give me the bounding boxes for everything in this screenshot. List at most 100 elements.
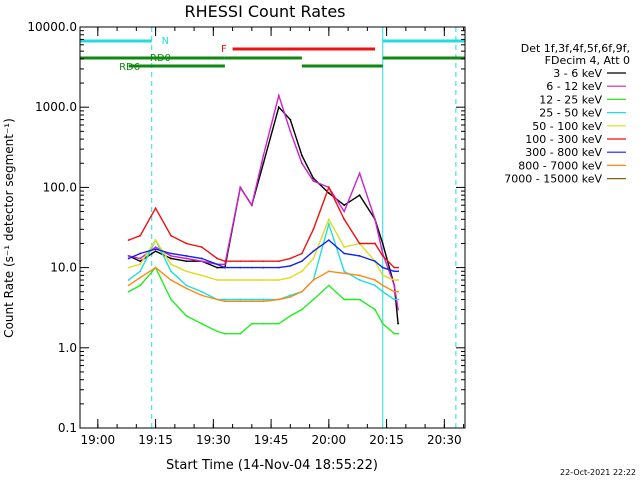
legend-header-line-2: FDecim 4, Att 0	[545, 54, 630, 67]
data-point-1-9	[250, 204, 253, 207]
data-point-4-7	[223, 279, 226, 281]
data-point-0-15	[327, 192, 330, 194]
data-point-6-9	[250, 266, 253, 269]
series-line-5	[128, 185, 399, 269]
data-point-7-11	[277, 298, 280, 301]
data-point-3-15	[327, 223, 330, 225]
legend-label-3: 25 - 50 keV	[539, 107, 602, 120]
data-point-3-4	[185, 284, 188, 287]
series-line-4	[128, 217, 399, 281]
legend-label-2: 12 - 25 keV	[539, 93, 602, 106]
data-point-4-9	[250, 279, 253, 281]
state-label-N: N	[162, 36, 169, 47]
x-tick-label: 20:30	[427, 433, 462, 447]
data-point-3-5	[200, 290, 203, 293]
data-point-1-4	[185, 257, 188, 260]
data-point-6-13	[300, 260, 303, 263]
data-point-7-2	[154, 266, 157, 269]
data-point-2-8	[239, 332, 242, 335]
plot-frame	[79, 26, 466, 429]
data-point-2-21	[397, 332, 400, 335]
y-tick-label: 0.1	[58, 421, 77, 435]
legend-label-0: 3 - 6 keV	[553, 67, 602, 80]
data-point-5-8	[239, 260, 242, 263]
x-tick-label: 19:15	[138, 433, 173, 447]
data-point-4-5	[200, 274, 203, 277]
data-point-7-19	[381, 284, 384, 287]
data-point-6-10	[262, 266, 265, 269]
legend-label-8: 7000 - 15000 keV	[504, 173, 602, 186]
data-point-3-3	[170, 270, 172, 273]
data-point-5-6	[216, 257, 219, 260]
data-point-3-12	[289, 294, 292, 297]
data-point-2-14	[312, 298, 315, 301]
data-point-5-13	[300, 252, 303, 255]
data-point-4-4	[185, 270, 188, 273]
data-point-1-7	[223, 263, 226, 266]
data-point-1-0	[127, 254, 130, 257]
data-point-7-18	[374, 279, 376, 281]
data-point-0-3	[170, 257, 172, 260]
data-point-1-5	[200, 260, 203, 263]
data-point-4-15	[327, 218, 330, 221]
data-point-2-17	[358, 298, 361, 301]
data-point-1-14	[312, 180, 315, 182]
data-point-7-21	[397, 290, 400, 293]
data-point-5-3	[170, 234, 172, 237]
data-point-6-1	[139, 252, 142, 255]
data-point-2-19	[381, 322, 384, 325]
data-point-2-3	[170, 298, 172, 301]
data-point-2-9	[250, 322, 253, 325]
data-point-0-4	[185, 260, 188, 263]
data-point-4-11	[277, 279, 280, 281]
data-point-1-1	[139, 257, 142, 260]
data-point-4-1	[139, 263, 142, 266]
data-point-4-2	[154, 239, 157, 242]
data-point-2-7	[223, 332, 226, 335]
data-point-3-10	[262, 298, 265, 301]
data-point-1-3	[170, 254, 172, 257]
data-point-4-13	[300, 270, 303, 273]
series-line-7	[128, 266, 399, 302]
data-point-5-19	[381, 254, 384, 257]
data-point-5-7	[223, 260, 226, 263]
data-point-1-16	[343, 210, 346, 213]
data-point-7-15	[327, 270, 330, 273]
data-point-6-19	[381, 266, 384, 269]
data-point-0-14	[312, 177, 315, 180]
chart-title: RHESSI Count Rates	[185, 2, 346, 21]
data-point-0-19	[381, 242, 384, 245]
data-point-6-6	[216, 263, 219, 266]
y-tick-label: 10.0	[50, 261, 77, 275]
data-point-1-13	[300, 162, 303, 165]
y-axis-label: Count Rate (s⁻¹ detector segment⁻¹)	[2, 118, 16, 338]
x-axis-label: Start Time (14-Nov-04 18:55:22)	[166, 458, 378, 473]
data-point-0-1	[139, 260, 142, 263]
legend-label-1: 6 - 12 keV	[546, 80, 602, 93]
data-point-3-9	[250, 298, 253, 301]
data-point-6-3	[170, 252, 172, 255]
data-point-2-16	[343, 298, 346, 301]
data-point-4-3	[170, 263, 172, 266]
data-point-5-2	[154, 207, 157, 210]
data-point-3-18	[374, 284, 376, 287]
data-point-2-1	[139, 284, 142, 287]
data-point-7-13	[300, 290, 303, 293]
data-point-2-15	[327, 284, 330, 287]
data-point-2-10	[262, 322, 265, 325]
data-point-7-6	[216, 298, 219, 301]
data-point-5-1	[139, 234, 142, 237]
data-point-3-21	[397, 298, 400, 301]
data-point-6-11	[277, 266, 280, 269]
data-point-1-20	[393, 284, 396, 287]
data-point-5-16	[343, 218, 346, 221]
data-point-6-2	[154, 248, 157, 251]
data-point-1-21	[397, 308, 400, 311]
data-point-7-5	[200, 294, 203, 297]
data-point-6-8	[239, 266, 242, 269]
data-point-2-4	[185, 314, 188, 317]
data-point-7-8	[239, 300, 242, 303]
data-point-5-0	[127, 239, 130, 242]
